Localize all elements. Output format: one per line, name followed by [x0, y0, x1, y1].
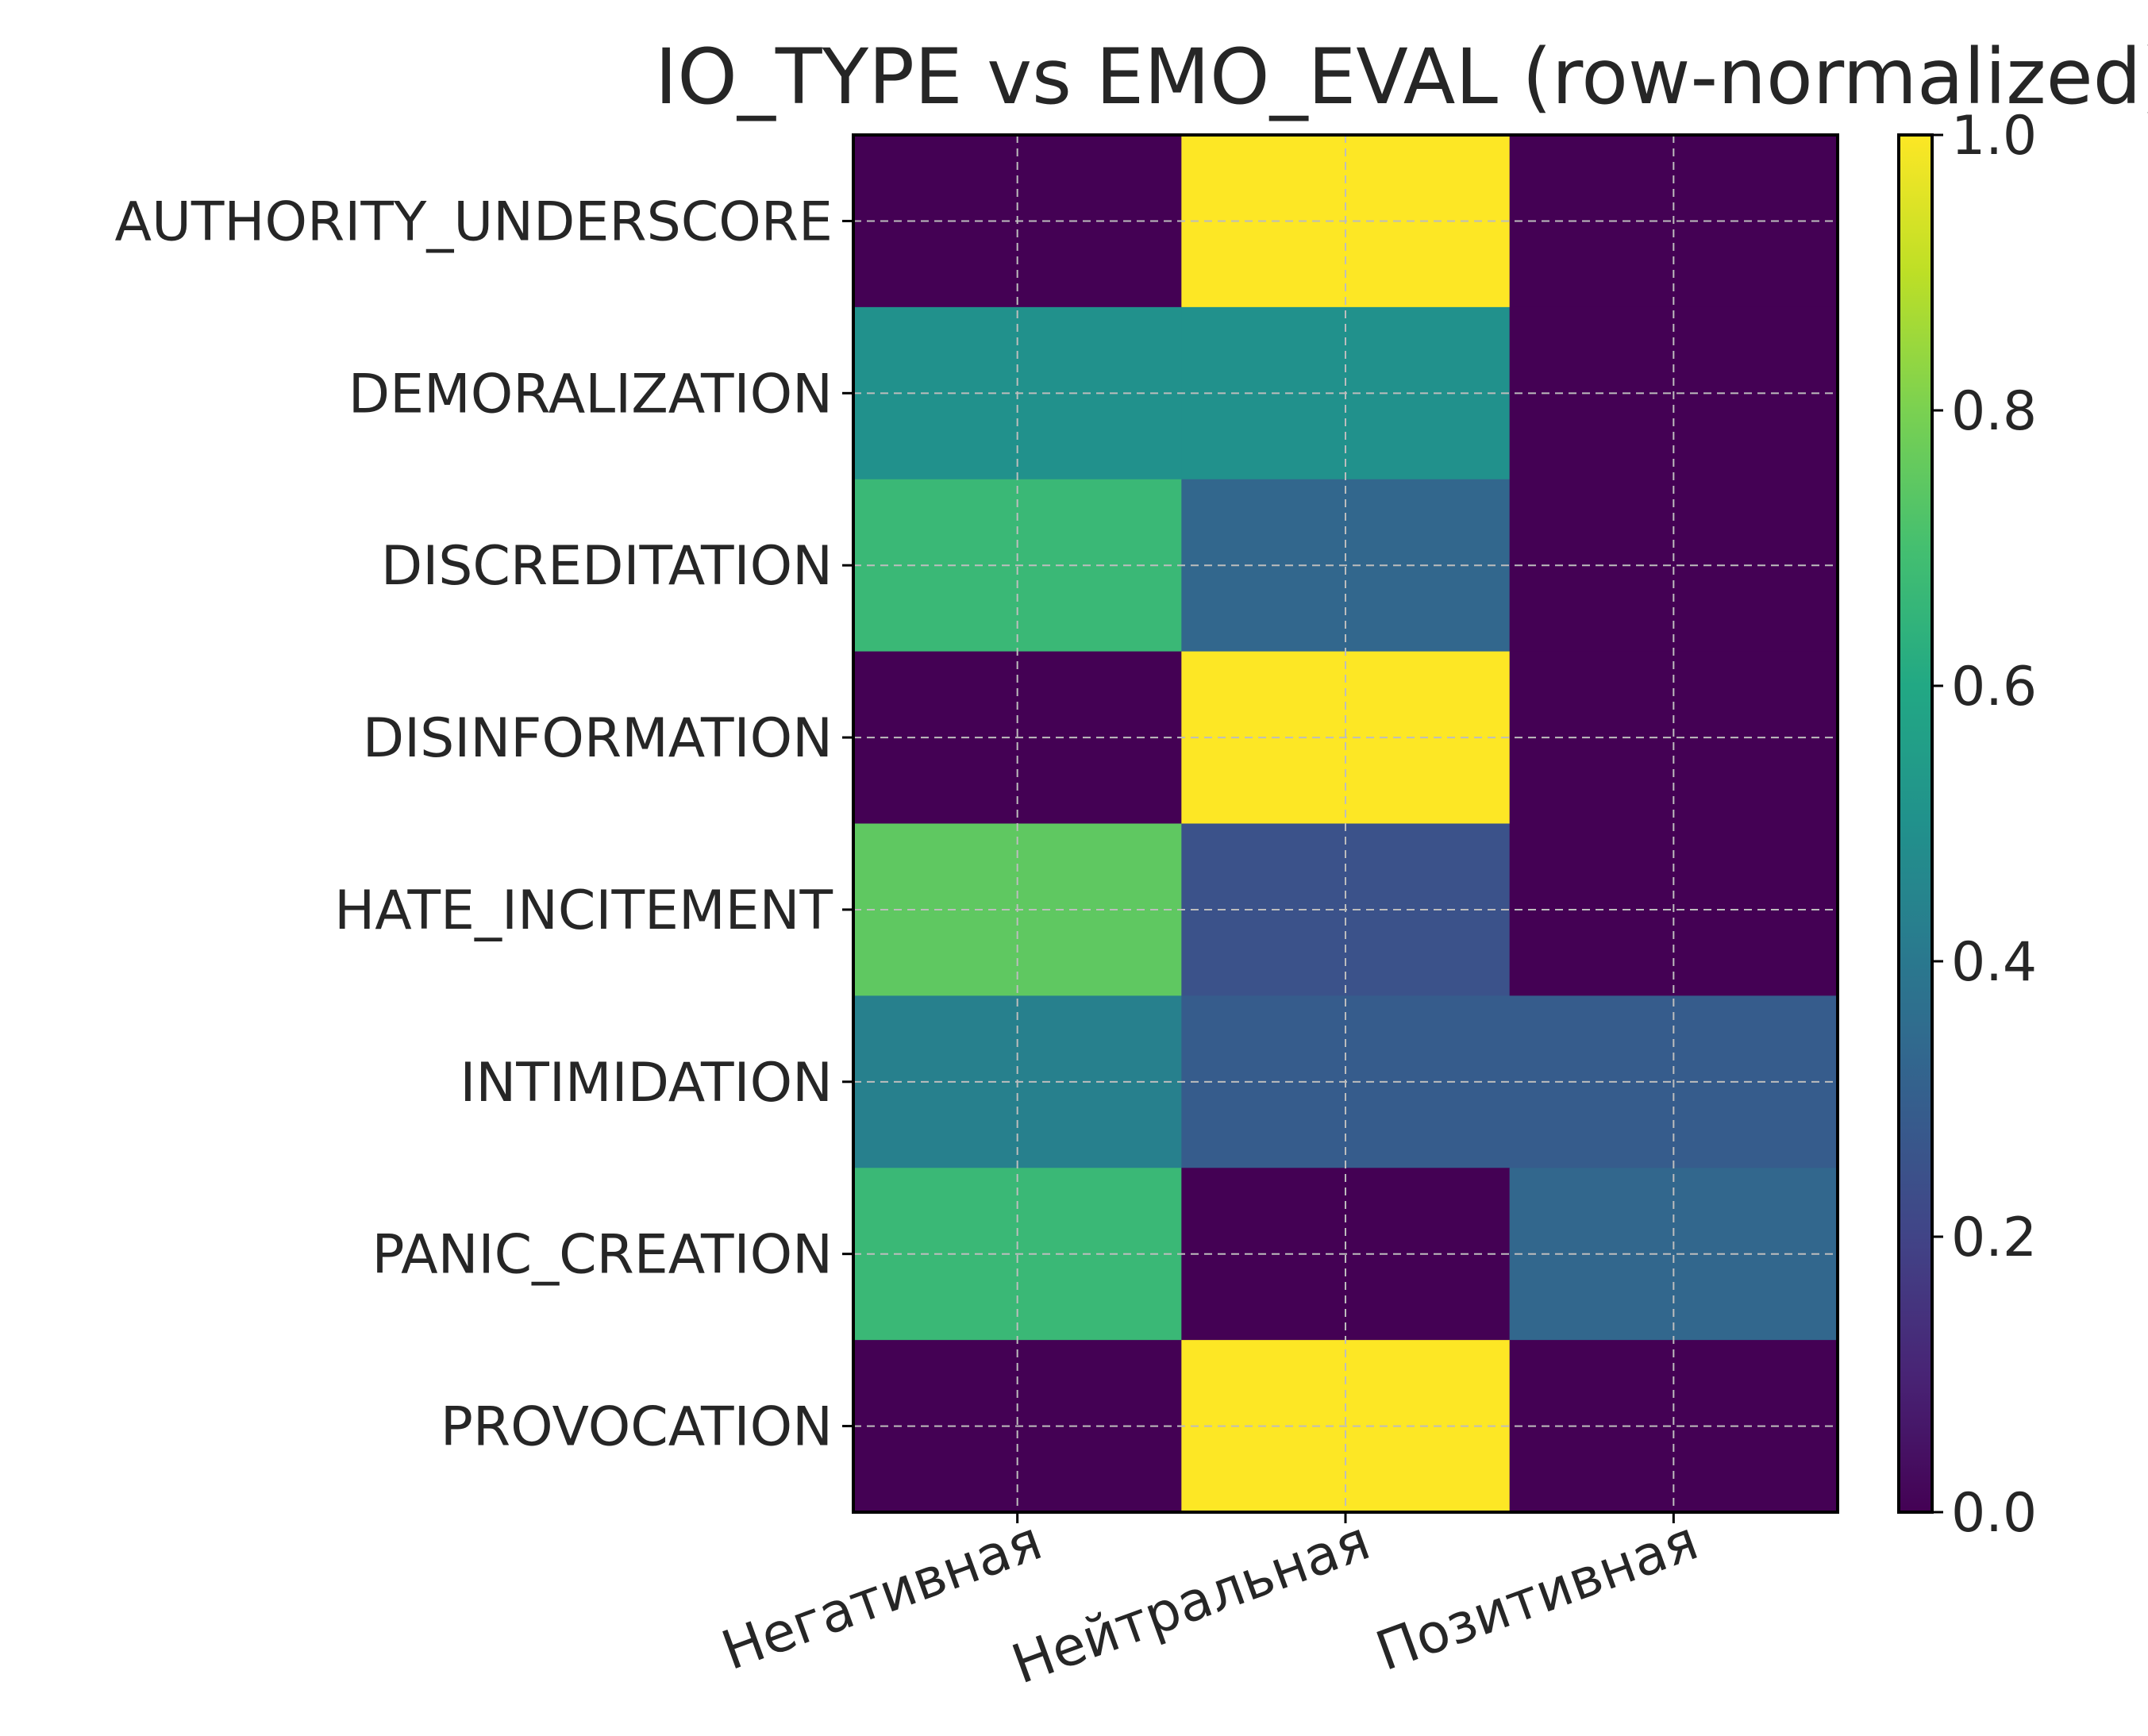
- colorbar-tick-label: 0.8: [1951, 380, 2037, 443]
- x-tick-label: Позитивная: [1368, 1510, 1706, 1684]
- colorbar-tick-label: 1.0: [1951, 105, 2037, 167]
- y-tick-label: DISINFORMATION: [363, 707, 833, 770]
- colorbar-gradient: [1897, 133, 1934, 1514]
- y-tick-label: PANIC_CREATION: [372, 1224, 833, 1287]
- y-tick-label: PROVOCATION: [441, 1396, 833, 1459]
- colorbar-tick-label: 0.6: [1951, 656, 2037, 718]
- y-tick-label: AUTHORITY_UNDERSCORE: [115, 191, 833, 253]
- y-tick-label: INTIMIDATION: [460, 1052, 833, 1114]
- colorbar-tick-label: 0.0: [1951, 1482, 2037, 1545]
- y-axis: AUTHORITY_UNDERSCORE DEMORALIZATION DISCRE…: [115, 191, 853, 1459]
- colorbar-tick-label: 0.2: [1951, 1207, 2037, 1269]
- y-tick-label: DEMORALIZATION: [348, 363, 833, 425]
- y-tick-label: DISCREDITATION: [381, 535, 833, 598]
- grid-lines: [853, 135, 1838, 1512]
- colorbar-tick-label: 0.4: [1951, 931, 2037, 994]
- x-tick-label: Нейтральная: [1004, 1510, 1378, 1697]
- chart-title: IO_TYPE vs EMO_EVAL (row-normalized): [655, 33, 2148, 121]
- colorbar: 0.0 0.2 0.4 0.6 0.8 1.0: [1897, 105, 2037, 1545]
- x-tick-label: Негативная: [714, 1510, 1050, 1683]
- y-tick-label: HATE_INCITEMENT: [334, 880, 833, 942]
